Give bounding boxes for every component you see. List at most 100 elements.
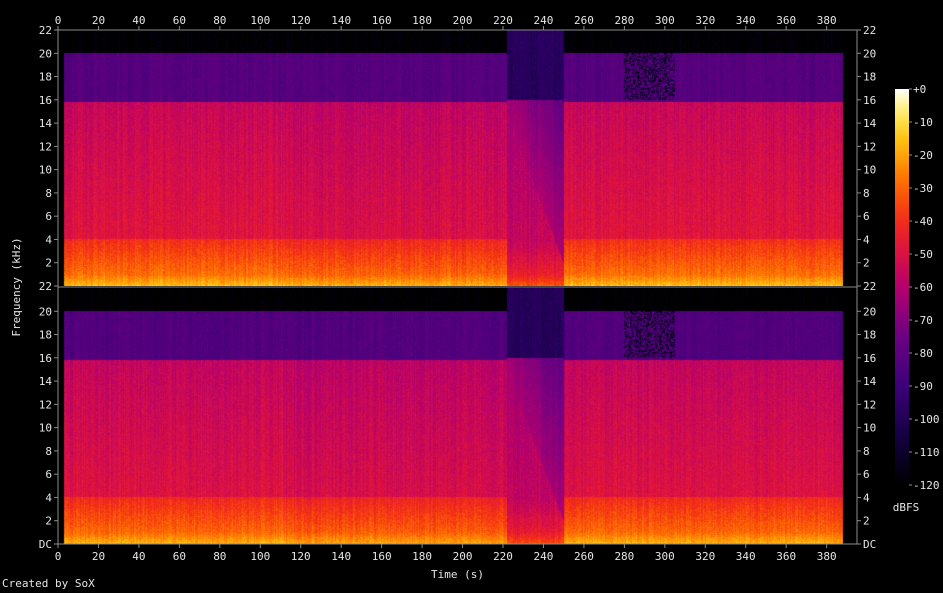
x-tick-label-top: 380 [817, 14, 837, 27]
x-tick-label-top: 0 [55, 14, 62, 27]
x-tick-label-top: 20 [92, 14, 105, 27]
y-tick-label-left: 12 [39, 398, 52, 411]
y-tick-label-right: 16 [863, 94, 876, 107]
y-tick-label-right: 22 [863, 280, 876, 293]
x-tick-label-bottom: 280 [614, 550, 634, 563]
y-tick-label-left: 20 [39, 305, 52, 318]
x-tick-label-bottom: 180 [412, 550, 432, 563]
x-tick-label-top: 300 [655, 14, 675, 27]
y-tick-label-right: 18 [863, 71, 876, 84]
colorbar-tick-label: -70 [913, 314, 933, 327]
y-tick-label-left: 16 [39, 352, 52, 365]
x-tick-label-bottom: 300 [655, 550, 675, 563]
colorbar-gradient [895, 89, 909, 485]
x-tick-label-bottom: 200 [453, 550, 473, 563]
x-axis-label: Time (s) [431, 568, 484, 581]
x-tick-label-bottom: 320 [695, 550, 715, 563]
y-tick-label-right: 16 [863, 352, 876, 365]
y-tick-label-left: 2 [45, 257, 52, 270]
colorbar-tick-label: -60 [913, 281, 933, 294]
y-tick-label-right: 10 [863, 422, 876, 435]
x-tick-label-top: 160 [372, 14, 392, 27]
y-tick-label-left: 6 [45, 468, 52, 481]
y-tick-label-left: 22 [39, 280, 52, 293]
spectrogram-panels [58, 30, 857, 544]
y-tick-label-right: 18 [863, 329, 876, 342]
y-tick-label-left: 14 [39, 117, 53, 130]
x-tick-label-top: 280 [614, 14, 634, 27]
colorbar-tick-label: -10 [913, 116, 933, 129]
x-tick-label-bottom: 60 [173, 550, 186, 563]
y-tick-label-left: 6 [45, 210, 52, 223]
colorbar-label: dBFS [893, 501, 920, 514]
y-tick-label-right: 12 [863, 398, 876, 411]
x-tick-label-top: 40 [132, 14, 145, 27]
y-tick-label-right: 14 [863, 117, 877, 130]
y-tick-label-left: 20 [39, 47, 52, 60]
x-tick-label-top: 60 [173, 14, 186, 27]
y-tick-label-left: 8 [45, 187, 52, 200]
y-tick-label-right: 4 [863, 491, 870, 504]
y-tick-label-left: 12 [39, 140, 52, 153]
x-tick-label-bottom: 380 [817, 550, 837, 563]
y-tick-label-right: 22 [863, 24, 876, 37]
y-tick-label-left: 8 [45, 445, 52, 458]
colorbar-tick-label: +0 [913, 83, 926, 96]
y-tick-label-left: 4 [45, 491, 52, 504]
y-tick-label-right: 6 [863, 468, 870, 481]
y-tick-label-right: 10 [863, 164, 876, 177]
y-tick-label-right: DC [863, 538, 876, 551]
y-tick-label-left: 4 [45, 233, 52, 246]
colorbar-tick-label: -20 [913, 149, 933, 162]
colorbar-tick-label: -90 [913, 380, 933, 393]
y-tick-label-left: 10 [39, 164, 52, 177]
x-tick-label-bottom: 340 [736, 550, 756, 563]
x-tick-label-top: 140 [331, 14, 351, 27]
x-tick-label-top: 100 [250, 14, 270, 27]
y-tick-label-left: DC [39, 538, 52, 551]
y-tick-label-left: 16 [39, 94, 52, 107]
x-tick-label-top: 260 [574, 14, 594, 27]
x-tick-label-top: 120 [291, 14, 311, 27]
left-channel-spectrogram [58, 30, 857, 286]
y-tick-label-left: 10 [39, 422, 52, 435]
colorbar: +0 -10 -20 -30 -40 -50 -60 -70 -80 -90 -100 -110 -12… [895, 83, 940, 492]
y-tick-label-left: 18 [39, 71, 52, 84]
y-tick-label-right: 20 [863, 47, 876, 60]
y-tick-label-right: 14 [863, 375, 877, 388]
colorbar-tick-label: -30 [913, 182, 933, 195]
x-tick-label-top: 240 [534, 14, 554, 27]
y-tick-label-right: 2 [863, 515, 870, 528]
x-tick-label-bottom: 20 [92, 550, 105, 563]
x-tick-label-bottom: 220 [493, 550, 513, 563]
colorbar-tick-label: -80 [913, 347, 933, 360]
x-tick-label-bottom: 160 [372, 550, 392, 563]
y-tick-label-right: 8 [863, 445, 870, 458]
x-tick-label-bottom: 80 [213, 550, 226, 563]
x-tick-label-bottom: 40 [132, 550, 145, 563]
y-tick-label-right: 12 [863, 140, 876, 153]
y-tick-label-right: 8 [863, 187, 870, 200]
y-tick-label-right: 4 [863, 233, 870, 246]
colorbar-tick-label: -40 [913, 215, 933, 228]
colorbar-tick-label: -110 [913, 446, 940, 459]
x-tick-label-bottom: 140 [331, 550, 351, 563]
colorbar-tick-label: -50 [913, 248, 933, 261]
y-tick-label-right: 2 [863, 257, 870, 270]
x-tick-label-top: 200 [453, 14, 473, 27]
y-tick-label-left: 22 [39, 24, 52, 37]
colorbar-tick-label: -100 [913, 413, 940, 426]
right-channel-spectrogram [58, 288, 857, 544]
x-tick-label-bottom: 100 [250, 550, 270, 563]
x-tick-label-top: 180 [412, 14, 432, 27]
y-tick-label-right: 20 [863, 305, 876, 318]
axes: 0 0 20 20 40 40 60 60 80 80 100 100 120 120 140 140 160 1… [39, 14, 877, 563]
x-tick-label-top: 220 [493, 14, 513, 27]
y-axis-label: Frequency (kHz) [10, 237, 23, 336]
y-tick-label-left: 2 [45, 515, 52, 528]
x-tick-label-top: 320 [695, 14, 715, 27]
colorbar-tick-label: -120 [913, 479, 940, 492]
x-tick-label-bottom: 260 [574, 550, 594, 563]
x-tick-label-top: 360 [776, 14, 796, 27]
